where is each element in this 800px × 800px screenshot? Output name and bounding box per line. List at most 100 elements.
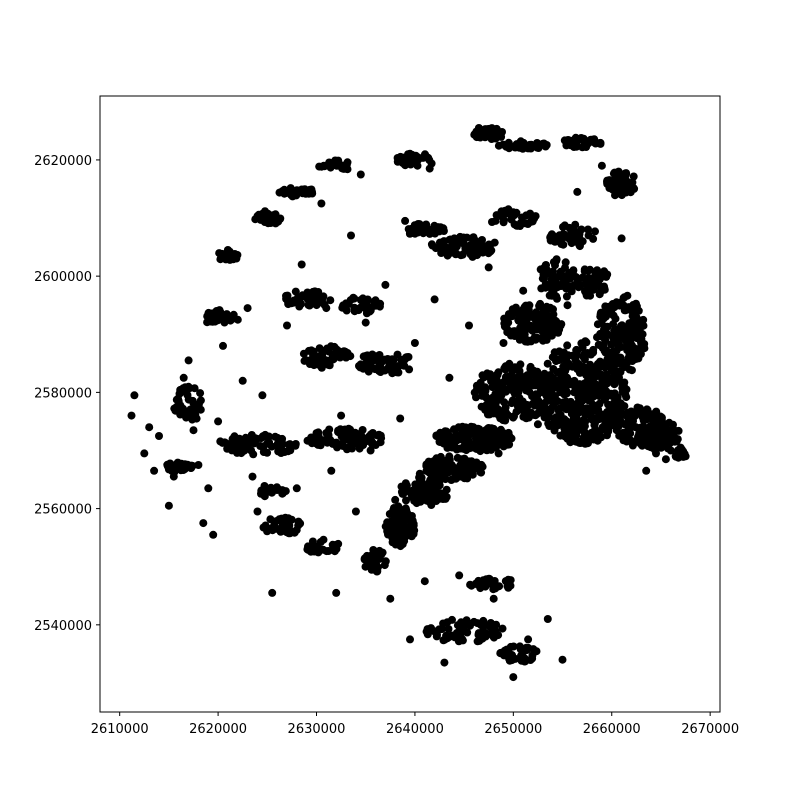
cluster-point	[542, 261, 550, 270]
cluster-point	[579, 134, 588, 143]
data-point	[356, 170, 365, 179]
cluster-point	[462, 456, 471, 465]
data-point	[617, 234, 626, 243]
cluster-point	[627, 366, 636, 375]
cluster-point	[452, 445, 461, 454]
cluster-point	[326, 296, 335, 305]
data-point	[460, 426, 469, 435]
cluster-point	[408, 486, 417, 495]
data-point	[657, 417, 665, 426]
cluster-point	[256, 215, 265, 224]
cluster-point	[332, 540, 341, 549]
cluster-point	[236, 440, 245, 449]
cluster-point	[402, 496, 410, 505]
cluster-point	[511, 303, 520, 312]
cluster-point	[610, 351, 619, 360]
cluster-point	[581, 410, 590, 419]
cluster-point	[517, 401, 526, 410]
cluster-point	[439, 636, 448, 645]
cluster-point	[272, 483, 281, 492]
cluster-point	[327, 342, 335, 351]
cluster-point	[284, 297, 292, 306]
cluster-point	[580, 427, 589, 436]
cluster-point	[590, 135, 599, 144]
cluster-point	[266, 515, 275, 524]
cluster-point	[656, 433, 664, 441]
cluster-point	[665, 426, 674, 435]
cluster-point	[354, 306, 363, 315]
cluster-point	[260, 484, 269, 493]
cluster-point	[392, 529, 401, 538]
data-point	[499, 339, 508, 347]
cluster-point	[588, 393, 597, 401]
data-point	[588, 405, 597, 414]
cluster-point	[561, 366, 570, 375]
data-point	[376, 368, 385, 376]
cluster-point	[558, 231, 567, 240]
cluster-point	[451, 633, 459, 642]
cluster-point	[541, 280, 550, 289]
y-tick-label: 2540000	[34, 619, 92, 634]
cluster-point	[391, 540, 400, 549]
cluster-point	[472, 435, 481, 444]
cluster-point	[640, 344, 649, 353]
data-point	[169, 472, 178, 481]
cluster-point	[627, 184, 636, 193]
cluster-point	[617, 322, 625, 330]
cluster-point	[517, 324, 526, 333]
cluster-point	[603, 355, 612, 364]
data-point	[273, 524, 282, 533]
cluster-point	[327, 160, 336, 169]
cluster-point	[560, 136, 569, 145]
cluster-point	[620, 378, 629, 387]
cluster-point	[256, 442, 265, 450]
cluster-point	[587, 428, 596, 437]
cluster-point	[610, 389, 619, 398]
cluster-point	[416, 484, 425, 493]
cluster-point	[278, 521, 287, 530]
data-point	[292, 484, 301, 493]
cluster-point	[484, 370, 493, 379]
cluster-point	[543, 311, 552, 320]
cluster-point	[648, 436, 657, 445]
cluster-point	[522, 414, 531, 423]
cluster-point	[642, 438, 651, 447]
cluster-point	[535, 301, 544, 310]
data-point	[287, 187, 296, 196]
data-point	[607, 309, 616, 318]
cluster-point	[484, 440, 493, 449]
data-point	[474, 124, 483, 132]
cluster-point	[478, 236, 486, 244]
data-point	[479, 402, 488, 411]
data-point	[647, 429, 656, 438]
cluster-point	[319, 535, 328, 544]
cluster-point	[468, 470, 477, 479]
data-point	[627, 350, 636, 359]
cluster-point	[563, 373, 572, 382]
data-point	[366, 446, 375, 455]
cluster-point	[490, 133, 499, 142]
cluster-point	[597, 426, 606, 435]
cluster-point	[486, 619, 495, 627]
cluster-point	[552, 417, 561, 426]
data-point	[209, 530, 218, 539]
data-point	[219, 341, 227, 350]
cluster-point	[595, 361, 603, 370]
data-point	[351, 507, 360, 516]
cluster-point	[639, 315, 648, 324]
cluster-point	[579, 417, 588, 426]
data-point	[150, 466, 159, 475]
cluster-point	[519, 141, 528, 150]
cluster-point	[466, 241, 475, 249]
data-point	[420, 577, 429, 586]
cluster-point	[556, 267, 565, 276]
cluster-point	[562, 387, 571, 396]
data-point	[543, 615, 552, 623]
cluster-point	[324, 432, 333, 441]
data-point	[174, 397, 183, 406]
data-point	[661, 455, 670, 464]
cluster-point	[437, 241, 446, 249]
cluster-point	[361, 562, 370, 571]
cluster-point	[628, 312, 637, 321]
